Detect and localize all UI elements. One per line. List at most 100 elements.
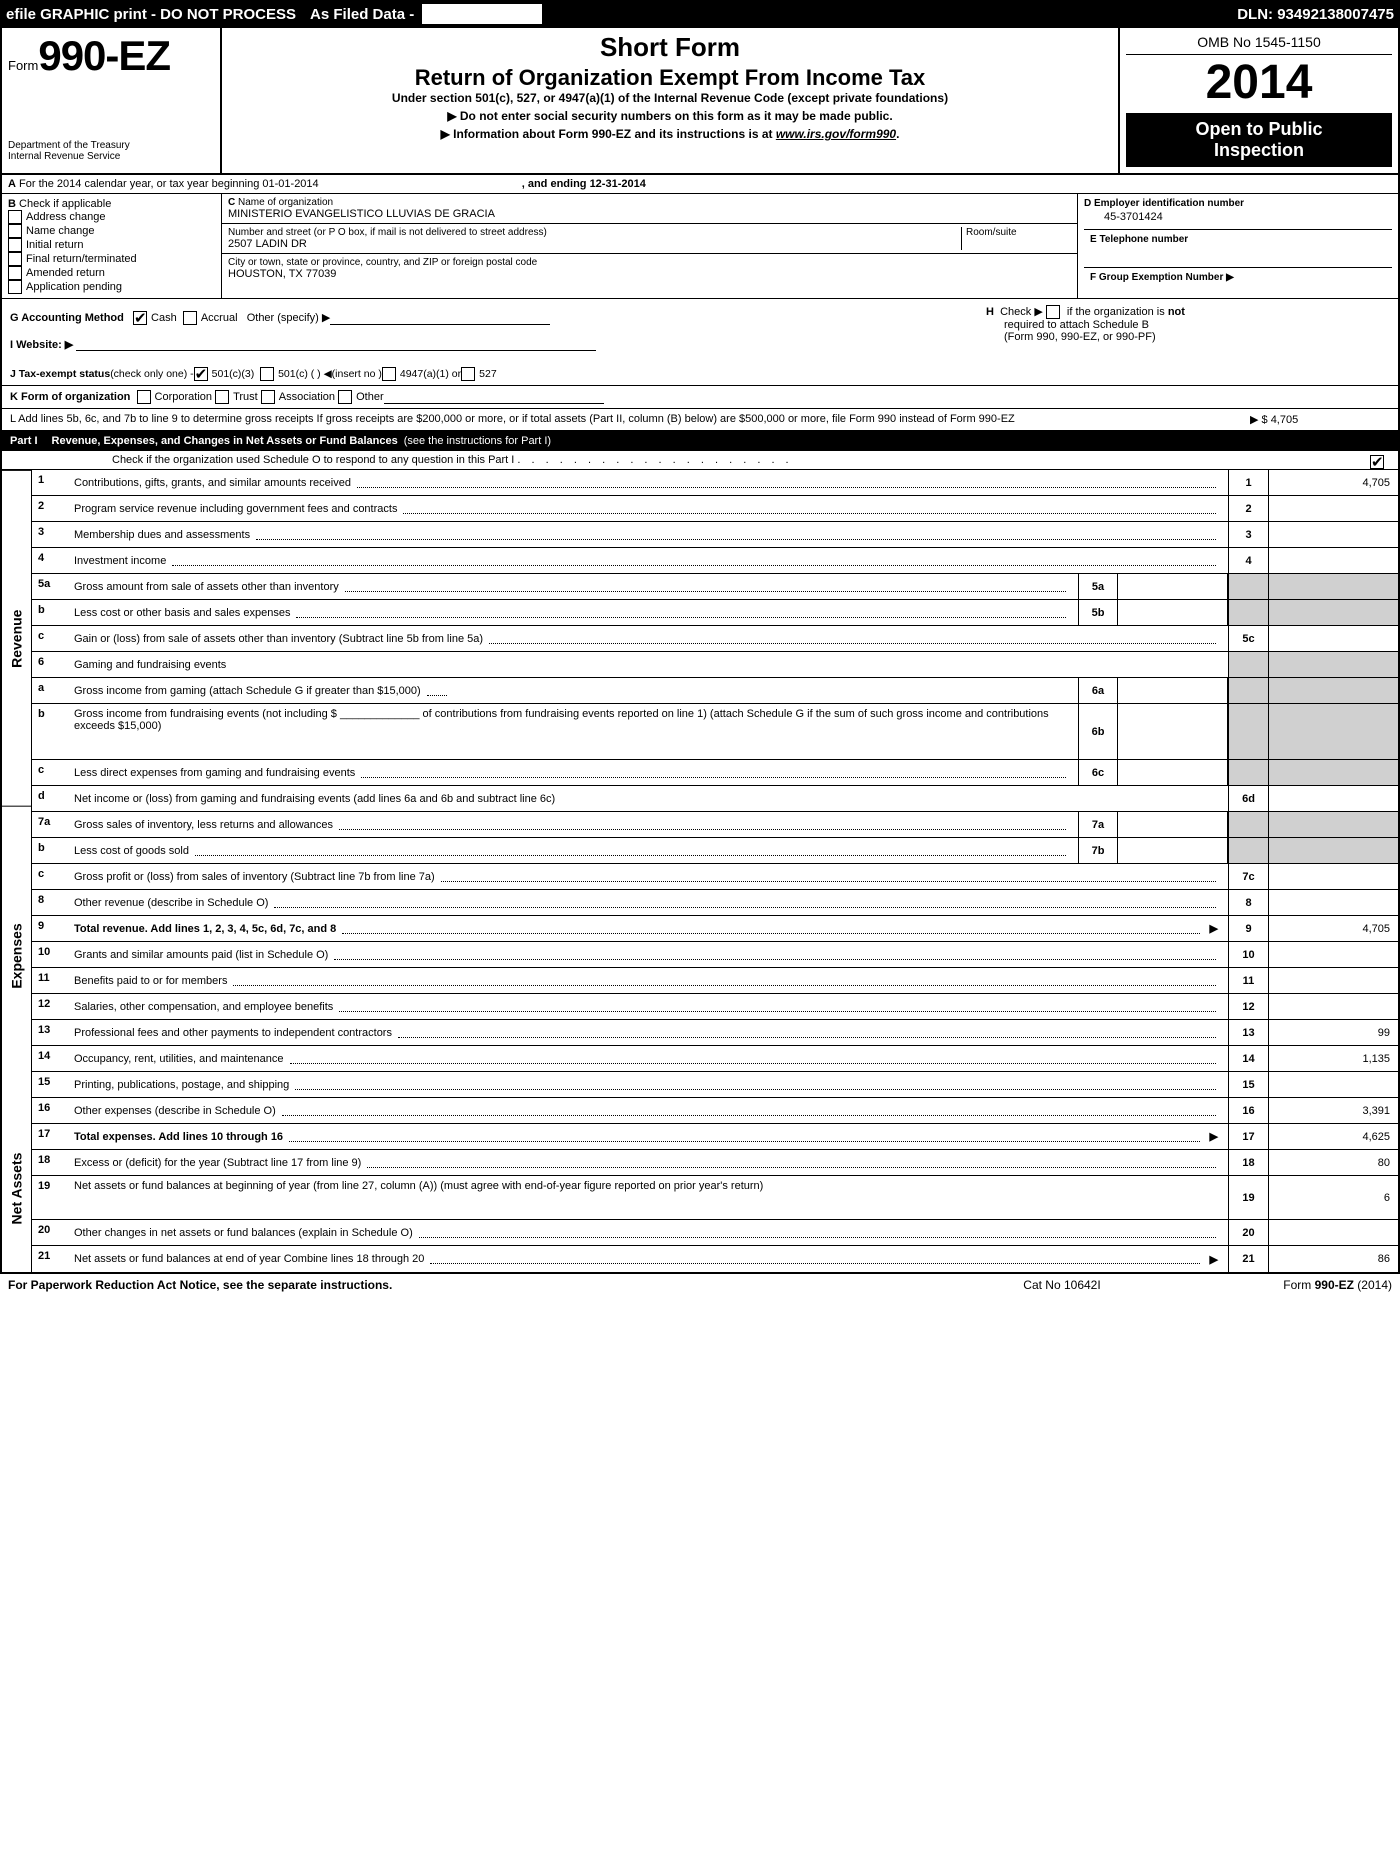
l7c-rn: 7c [1228, 864, 1268, 889]
return-title: Return of Organization Exempt From Incom… [232, 65, 1108, 91]
l16-rn: 16 [1228, 1098, 1268, 1123]
line-7b: b Less cost of goods sold 7b [32, 838, 1398, 864]
col-b: B Check if applicable Address change Nam… [2, 194, 222, 299]
cb-h[interactable] [1046, 305, 1060, 319]
l7b-mv [1118, 838, 1228, 863]
line-8: 8 Other revenue (describe in Schedule O)… [32, 890, 1398, 916]
note-info: ▶ Information about Form 990-EZ and its … [232, 127, 1108, 141]
cb-501c[interactable] [260, 367, 274, 381]
line-9: 9 Total revenue. Add lines 1, 2, 3, 4, 5… [32, 916, 1398, 942]
l20-desc: Other changes in net assets or fund bala… [74, 1227, 413, 1239]
cb-accrual[interactable] [183, 311, 197, 325]
info-grid: B Check if applicable Address change Nam… [0, 194, 1400, 299]
h-l3: required to attach Schedule B [1004, 319, 1149, 331]
l6d-desc: Net income or (loss) from gaming and fun… [74, 793, 555, 805]
l8-desc: Other revenue (describe in Schedule O) [74, 897, 268, 909]
l7b-num: b [32, 838, 72, 863]
l1-num: 1 [32, 470, 72, 495]
arrow-icon: ▶ [1210, 1130, 1218, 1143]
line-6d: d Net income or (loss) from gaming and f… [32, 786, 1398, 812]
cb-corp[interactable] [137, 390, 151, 404]
cb-trust[interactable] [215, 390, 229, 404]
l6-rn [1228, 652, 1268, 677]
l5a-desc: Gross amount from sale of assets other t… [74, 581, 339, 593]
dln-label: DLN: 93492138007475 [1237, 6, 1394, 23]
j-b: 501(c) ( ) ◀(insert no ) [278, 368, 382, 380]
l19-rn: 19 [1228, 1176, 1268, 1219]
l21-num: 21 [32, 1246, 72, 1272]
l5b-desc: Less cost or other basis and sales expen… [74, 607, 290, 619]
g-other-blank[interactable] [330, 311, 550, 325]
l16-desc: Other expenses (describe in Schedule O) [74, 1105, 276, 1117]
l6a-mn: 6a [1078, 678, 1118, 703]
cb-schedo[interactable] [1370, 455, 1384, 469]
top-bar: efile GRAPHIC print - DO NOT PROCESS As … [0, 0, 1400, 28]
l17-num: 17 [32, 1124, 72, 1149]
l-val: ▶ $ 4,705 [1240, 413, 1390, 426]
part1-header: Part I Revenue, Expenses, and Changes in… [0, 431, 1400, 451]
line-6b: b Gross income from fundraising events (… [32, 704, 1398, 760]
short-form-title: Short Form [232, 32, 1108, 63]
city-val: HOUSTON, TX 77039 [228, 268, 1071, 280]
l20-rv [1268, 1220, 1398, 1245]
form-990ez-page: efile GRAPHIC print - DO NOT PROCESS As … [0, 0, 1400, 1296]
cb-501c3[interactable] [194, 367, 208, 381]
k-d: Other [356, 391, 384, 403]
line-17: 17 Total expenses. Add lines 10 through … [32, 1124, 1398, 1150]
l6d-num: d [32, 786, 72, 811]
website-blank[interactable] [76, 337, 596, 351]
cb-assoc[interactable] [261, 390, 275, 404]
d-lbl: D Employer identification number [1084, 198, 1392, 209]
h-l2: if the organization is [1067, 306, 1165, 318]
l7a-desc: Gross sales of inventory, less returns a… [74, 819, 333, 831]
line-12: 12 Salaries, other compensation, and emp… [32, 994, 1398, 1020]
l3-rv [1268, 522, 1398, 547]
cb-application-pending[interactable] [8, 280, 22, 294]
table-body: 1 Contributions, gifts, grants, and simi… [32, 470, 1398, 1272]
form-number: 990-EZ [38, 32, 170, 79]
l6d-rn: 6d [1228, 786, 1268, 811]
l6a-desc: Gross income from gaming (attach Schedul… [74, 685, 421, 697]
header-left: Form990-EZ Department of the Treasury In… [2, 28, 222, 173]
row-a-text: For the 2014 calendar year, or tax year … [19, 178, 319, 190]
l8-rv [1268, 890, 1398, 915]
k-lbl: K Form of organization [10, 391, 130, 403]
part1-see: (see the instructions for Part I) [404, 435, 551, 447]
irs-link[interactable]: www.irs.gov/form990 [776, 127, 896, 141]
l14-desc: Occupancy, rent, utilities, and maintena… [74, 1053, 284, 1065]
g-lbl: G Accounting Method [10, 312, 124, 324]
l6b-rv [1268, 704, 1398, 759]
cb-final-return[interactable] [8, 252, 22, 266]
cb-name-change[interactable] [8, 224, 22, 238]
l6a-mv [1118, 678, 1228, 703]
j-d: 527 [479, 368, 497, 380]
j-row: J Tax-exempt status(check only one) - 50… [0, 363, 1400, 386]
l5b-mn: 5b [1078, 600, 1118, 625]
line-2: 2 Program service revenue including gove… [32, 496, 1398, 522]
l5b-rv [1268, 600, 1398, 625]
k-other-blank[interactable] [384, 390, 604, 404]
l7a-mn: 7a [1078, 812, 1118, 837]
omb-number: OMB No 1545-1150 [1126, 34, 1392, 55]
cb-address-change[interactable] [8, 210, 22, 224]
cb-initial-return[interactable] [8, 238, 22, 252]
k-b: Trust [233, 391, 258, 403]
line-15: 15 Printing, publications, postage, and … [32, 1072, 1398, 1098]
g-row: G Accounting Method Cash Accrual Other (… [2, 299, 978, 363]
side-revenue: Revenue [2, 470, 31, 806]
cb-other-org[interactable] [338, 390, 352, 404]
cb-527[interactable] [461, 367, 475, 381]
side-expenses: Expenses [2, 806, 31, 1105]
room-lbl: Room/suite [961, 227, 1071, 250]
g-accrual: Accrual [201, 312, 238, 324]
cb-4947[interactable] [382, 367, 396, 381]
cb-amended-return[interactable] [8, 266, 22, 280]
l19-rv: 6 [1268, 1176, 1398, 1219]
open-inspection-box: Open to Public Inspection [1126, 113, 1392, 167]
note-info-pre: ▶ Information about Form 990-EZ and its … [441, 127, 776, 141]
cb-cash[interactable] [133, 311, 147, 325]
l6b-mn: 6b [1078, 704, 1118, 759]
l12-rv [1268, 994, 1398, 1019]
b-letter: B [8, 198, 16, 210]
open-line2: Inspection [1130, 140, 1388, 161]
